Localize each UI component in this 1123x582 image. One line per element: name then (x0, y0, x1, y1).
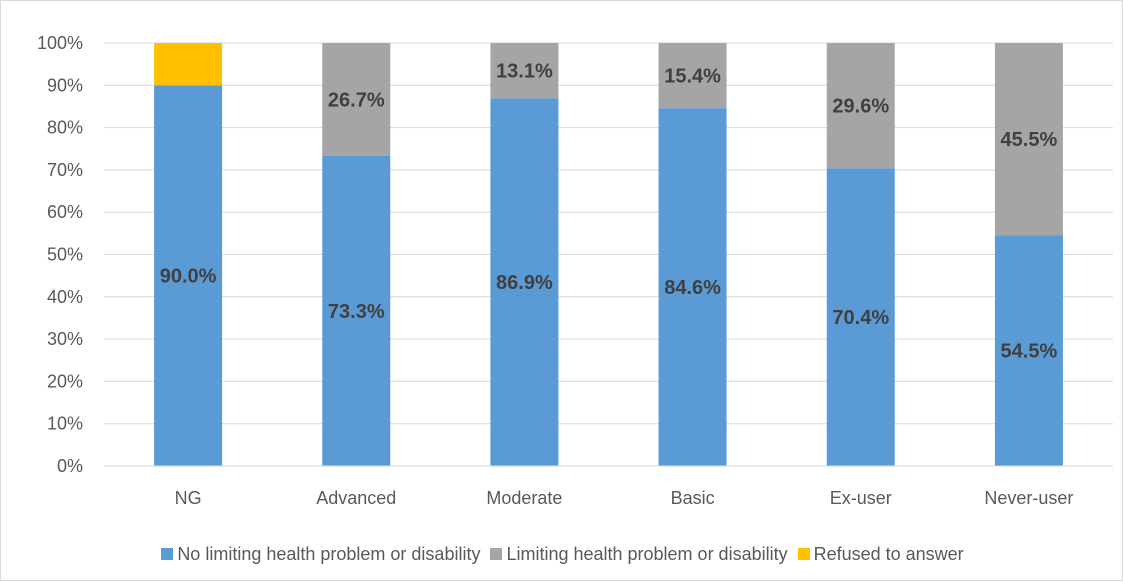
data-label: 13.1% (496, 61, 553, 83)
gridlines (104, 42, 1113, 425)
legend: No limiting health problem or disability… (1, 539, 1123, 569)
data-label: 86.9% (496, 272, 553, 294)
bar-segment (826, 168, 895, 466)
bar-segment (658, 108, 727, 466)
bar-segment (826, 43, 895, 169)
x-axis-ticks: NG Advanced Moderate Basic Ex-user Never-user (175, 488, 1074, 508)
y-tick-label: 50% (47, 245, 83, 265)
bar-segment (322, 43, 391, 156)
bar-segment (994, 43, 1063, 236)
bar-segment (490, 98, 559, 467)
bar-segment (154, 85, 223, 467)
y-tick-label: 60% (47, 202, 83, 222)
y-axis-ticks: 0% 10% 20% 30% 40% 50% 60% 70% 80% 90% 100% (37, 33, 83, 476)
legend-item: Limiting health problem or disability (490, 543, 788, 565)
legend-item: No limiting health problem or disability (161, 544, 480, 565)
y-tick-label: 40% (47, 287, 83, 307)
legend-label: No limiting health problem or disability (177, 543, 481, 564)
data-label: 90.0% (160, 266, 217, 288)
data-label: 70.4% (832, 307, 889, 329)
y-tick-label: 20% (47, 371, 83, 391)
data-label: 84.6% (664, 277, 721, 299)
y-tick-label: 90% (47, 75, 83, 95)
bar-segment (658, 43, 727, 109)
legend-swatch (797, 548, 810, 560)
y-tick-label: 10% (47, 414, 83, 434)
legend-swatch (161, 548, 174, 560)
bar-segment (490, 43, 559, 99)
legend-swatch (490, 548, 503, 560)
x-tick-label: Ex-user (830, 488, 892, 508)
y-tick-label: 30% (47, 329, 83, 349)
y-tick-label: 0% (57, 456, 83, 476)
y-tick-label: 80% (47, 118, 83, 138)
legend-item: Refused to answer (797, 543, 964, 565)
data-label: 45.5% (1001, 129, 1058, 151)
x-tick-label: Advanced (316, 488, 396, 508)
y-tick-label: 70% (47, 160, 83, 180)
legend-label: Refused to answer (813, 543, 964, 564)
data-labels: 90.0% 73.3% 26.7% 86.9% 13.1% 84.6% 15.4% 70.4%… (160, 61, 1058, 363)
y-tick-label: 100% (37, 33, 83, 53)
x-tick-label: Never-user (984, 488, 1073, 508)
x-tick-label: Moderate (486, 488, 562, 508)
legend-label: Limiting health problem or disability (506, 543, 788, 564)
data-label: 15.4% (664, 66, 721, 88)
data-label: 73.3% (328, 301, 385, 323)
bar-segment (154, 43, 223, 86)
bars (154, 43, 1063, 467)
x-tick-label: Basic (671, 488, 715, 508)
bar-segment (994, 235, 1063, 466)
bar-segment (322, 155, 391, 467)
data-label: 29.6% (832, 96, 889, 118)
data-label: 26.7% (328, 89, 385, 111)
data-label: 54.5% (1001, 341, 1058, 363)
x-tick-label: NG (175, 488, 202, 508)
